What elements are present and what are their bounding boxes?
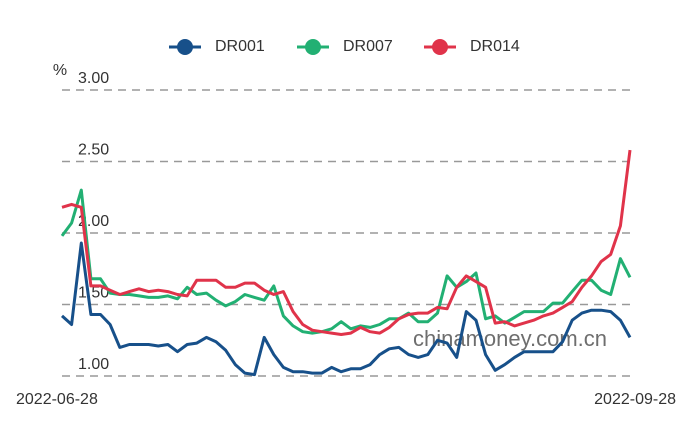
legend-marker <box>177 39 193 55</box>
series-line <box>60 241 632 377</box>
x-tick-label: 2022-06-28 <box>16 391 98 408</box>
legend-marker <box>432 39 448 55</box>
legend-label: DR001 <box>215 38 265 55</box>
watermark: chinamoney.com.cn <box>413 326 607 351</box>
y-axis-label: % <box>53 62 67 79</box>
legend-label: DR007 <box>343 38 393 55</box>
x-tick-label: 2022-09-28 <box>594 391 676 408</box>
series-line <box>61 149 632 336</box>
series-line <box>60 188 632 335</box>
legend-marker <box>305 39 321 55</box>
y-tick-label: 2.50 <box>78 142 109 159</box>
legend-label: DR014 <box>470 38 520 55</box>
y-tick-label: 1.50 <box>78 285 109 302</box>
y-tick-label: 1.00 <box>78 356 109 373</box>
y-tick-label: 3.00 <box>78 70 109 87</box>
